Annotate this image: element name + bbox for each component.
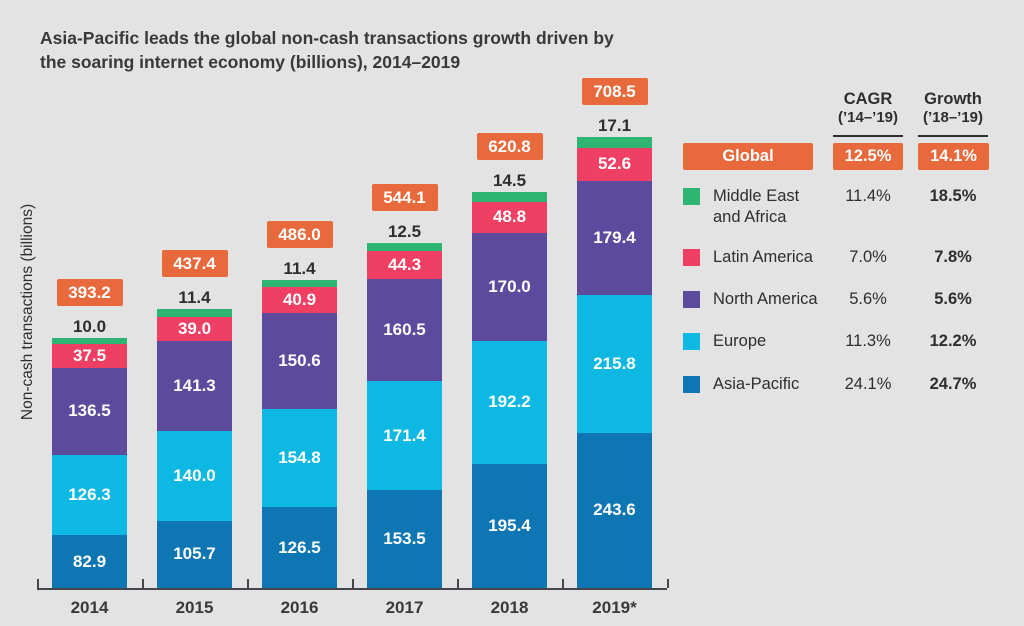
bar-segment-2017-europe: 171.4: [367, 381, 442, 491]
cagr-header-range: (’14–’19): [837, 109, 899, 126]
legend-growth-europe: 12.2%: [929, 332, 977, 350]
bar-segment-2015-middle-east-and-africa: [157, 309, 232, 317]
bar-segment-2015-latin-america: 39.0: [157, 316, 232, 342]
bar-top-value-2018: 14.5: [492, 171, 527, 191]
legend-growth-north-america: 5.6%: [934, 290, 972, 308]
legend-swatch-latin-america: [683, 249, 700, 266]
legend-cagr-asia-pacific: 24.1%: [844, 375, 892, 393]
legend-growth-asia-pacific: 24.7%: [929, 375, 977, 393]
legend-cagr-middle-east-and-africa: 11.4%: [845, 187, 891, 205]
bar-segment-2015-europe: 140.0: [157, 431, 232, 521]
bar-segment-2015-asia-pacific: 105.7: [157, 520, 232, 588]
legend-label-europe: Europe: [713, 332, 767, 350]
bar-segment-2016-north-america: 150.6: [262, 312, 337, 409]
x-axis-tick: [667, 579, 669, 588]
bar-segment-2017-north-america: 160.5: [367, 278, 442, 382]
bar-segment-2016-europe: 154.8: [262, 408, 337, 508]
legend-swatch-north-america: [683, 291, 700, 308]
bar-segment-2019-middle-east-and-africa: [577, 136, 652, 148]
bar-segment-2014-europe: 126.3: [52, 454, 127, 536]
x-axis-line: [37, 588, 667, 590]
cagr-column-header: CAGR (’14–’19): [833, 90, 903, 127]
bar-segment-2019-north-america: 179.4: [577, 181, 652, 296]
bar-total-2018: 620.8: [476, 133, 543, 161]
legend-cagr-north-america: 5.6%: [849, 290, 887, 308]
growth-column-header: Growth (’18–’19): [918, 90, 988, 127]
bar-top-value-2015: 11.4: [178, 288, 211, 308]
legend-swatch-asia-pacific: [683, 376, 700, 393]
global-cagr-badge: 12.5%: [833, 143, 903, 170]
bar-segment-2016-middle-east-and-africa: [262, 279, 337, 287]
bar-segment-2016-asia-pacific: 126.5: [262, 507, 337, 588]
bar-top-value-2019: 17.1: [597, 115, 632, 135]
x-axis-label-2017: 2017: [385, 598, 424, 617]
x-axis-tick: [562, 579, 564, 588]
bar-top-value-2014: 10.0: [72, 316, 107, 336]
legend-label-north-america: North America: [713, 290, 818, 308]
bar-segment-2019-europe: 215.8: [577, 295, 652, 433]
x-axis-tick: [37, 579, 39, 588]
bar-total-2015: 437.4: [161, 250, 228, 278]
bar-total-2017: 544.1: [371, 183, 438, 211]
bar-segment-2017-middle-east-and-africa: [367, 242, 442, 251]
global-growth-badge: 14.1%: [918, 143, 989, 170]
bar-segment-2017-asia-pacific: 153.5: [367, 490, 442, 588]
bar-segment-2014-latin-america: 37.5: [52, 343, 127, 368]
chart-title-line2: the soaring internet economy (billions),…: [40, 52, 461, 72]
legend-row-middle-east-and-africa: Middle East and Africa 11.4% 18.5%: [683, 186, 989, 228]
legend-row-asia-pacific: Asia-Pacific 24.1% 24.7%: [683, 374, 989, 395]
legend-label-asia-pacific: Asia-Pacific: [713, 375, 800, 393]
x-axis-label-2016: 2016: [280, 598, 319, 617]
cagr-header-label: CAGR: [843, 90, 893, 108]
bar-segment-2015-north-america: 141.3: [157, 341, 232, 432]
bar-segment-2019-latin-america: 52.6: [577, 147, 652, 182]
legend-cagr-latin-america: 7.0%: [849, 248, 887, 266]
bar-segment-2014-middle-east-and-africa: [52, 337, 127, 344]
legend-row-latin-america: Latin America 7.0% 7.8%: [683, 247, 989, 268]
legend-row-north-america: North America 5.6% 5.6%: [683, 289, 989, 310]
bar-segment-2014-north-america: 136.5: [52, 367, 127, 455]
growth-header-range: (’18–’19): [922, 109, 984, 126]
legend-cagr-europe: 11.3%: [845, 332, 891, 350]
bar-segment-2018-europe: 192.2: [472, 341, 547, 464]
chart-title: Asia-Pacific leads the global non-cash t…: [40, 26, 614, 74]
legend-panel: CAGR (’14–’19) Growth (’18–’19) Global 1…: [683, 88, 1013, 428]
growth-header-rule: [918, 135, 988, 137]
x-axis-label-2014: 2014: [70, 598, 109, 617]
legend-swatch-europe: [683, 333, 700, 350]
bar-total-2019: 708.5: [581, 77, 648, 105]
legend-label-latin-america: Latin America: [713, 248, 813, 266]
legend-label-middle-east-and-africa: Middle East and Africa: [713, 187, 800, 226]
bar-total-2016: 486.0: [266, 220, 333, 248]
x-axis-tick: [142, 579, 144, 588]
bar-total-2014: 393.2: [56, 278, 123, 306]
legend-swatch-middle-east-and-africa: [683, 188, 700, 205]
bar-segment-2018-asia-pacific: 195.4: [472, 463, 547, 588]
chart-title-line1: Asia-Pacific leads the global non-cash t…: [40, 28, 614, 48]
bar-top-value-2016: 11.4: [283, 258, 316, 278]
x-axis-label-2015: 2015: [175, 598, 214, 617]
bar-segment-2018-latin-america: 48.8: [472, 201, 547, 233]
x-axis-tick: [457, 579, 459, 588]
legend-growth-latin-america: 7.8%: [934, 248, 972, 266]
bar-segment-2019-asia-pacific: 243.6: [577, 432, 652, 588]
bar-segment-2018-north-america: 170.0: [472, 232, 547, 342]
bar-top-value-2017: 12.5: [387, 221, 422, 241]
x-axis-tick: [247, 579, 249, 588]
cagr-header-rule: [833, 135, 903, 137]
legend-row-europe: Europe 11.3% 12.2%: [683, 331, 989, 352]
bar-segment-2017-latin-america: 44.3: [367, 250, 442, 279]
legend-growth-middle-east-and-africa: 18.5%: [929, 187, 977, 205]
bar-segment-2014-asia-pacific: 82.9: [52, 535, 127, 588]
x-axis-tick: [352, 579, 354, 588]
bar-segment-2016-latin-america: 40.9: [262, 286, 337, 313]
growth-header-label: Growth: [924, 90, 982, 108]
x-axis-label-2019: 2019*: [592, 598, 637, 617]
y-axis-label: Non-cash transactions (billions): [19, 203, 36, 421]
global-label-badge: Global: [683, 143, 813, 170]
x-axis-label-2018: 2018: [490, 598, 529, 617]
bar-segment-2018-middle-east-and-africa: [472, 192, 547, 202]
